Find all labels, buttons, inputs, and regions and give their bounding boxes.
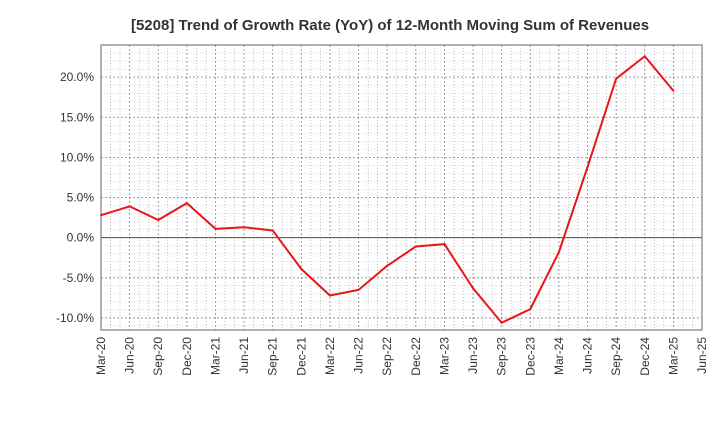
series-lines	[100, 55, 675, 324]
x-tick-label: Jun-23	[466, 337, 480, 374]
x-tick-label: Jun-20	[123, 337, 137, 374]
chart-title: [5208] Trend of Growth Rate (YoY) of 12-…	[131, 17, 649, 34]
data-point	[557, 251, 560, 254]
x-tick-label: Sep-20	[151, 337, 165, 376]
data-point	[157, 219, 160, 222]
x-tick-label: Sep-24	[609, 337, 623, 376]
y-tick-label: 5.0%	[67, 191, 95, 205]
data-point	[271, 229, 274, 232]
x-tick-label: Mar-20	[94, 337, 108, 375]
x-tick-label: Jun-21	[237, 337, 251, 374]
data-point	[529, 308, 532, 311]
y-tick-label: 10.0%	[60, 150, 94, 164]
y-tick-label: 0.0%	[67, 231, 95, 245]
data-point	[300, 267, 303, 270]
x-tick-label: Sep-21	[266, 337, 280, 376]
x-tick-label: Mar-24	[552, 337, 566, 375]
y-tick-label: 20.0%	[60, 70, 94, 84]
y-tick-label: -10.0%	[56, 311, 94, 325]
y-tick-label: 15.0%	[60, 110, 94, 124]
x-tick-label: Mar-22	[323, 337, 337, 375]
x-tick-label: Sep-22	[380, 337, 394, 376]
data-point	[472, 287, 475, 290]
x-tick-label: Dec-24	[638, 337, 652, 376]
data-point	[386, 264, 389, 267]
data-point	[643, 55, 646, 58]
x-tick-label: Mar-21	[208, 337, 222, 375]
data-point	[100, 214, 102, 217]
y-axis: -10.0% -5.0% 0.0% 5.0% 10.0% 15.0% 20.0%	[56, 70, 94, 325]
x-tick-label: Jun-22	[352, 337, 366, 374]
x-tick-label: Dec-23	[523, 337, 537, 376]
data-point	[185, 202, 188, 205]
data-point	[357, 288, 360, 291]
data-point	[328, 294, 331, 297]
y-tick-label: -5.0%	[63, 271, 95, 285]
data-point	[214, 227, 217, 230]
x-tick-label: Jun-24	[581, 337, 595, 374]
x-tick-label: Mar-25	[666, 337, 680, 375]
grid	[101, 45, 702, 330]
data-point	[128, 205, 131, 208]
plot-area	[100, 44, 703, 331]
x-tick-label: Jun-25	[695, 337, 709, 374]
data-point	[414, 245, 417, 248]
data-point	[500, 321, 503, 324]
x-tick-label: Dec-20	[180, 337, 194, 376]
x-tick-label: Mar-23	[437, 337, 451, 375]
x-tick-label: Dec-21	[294, 337, 308, 376]
data-point	[243, 226, 246, 229]
data-point	[615, 77, 618, 80]
x-axis: Mar-20 Jun-20 Sep-20 Dec-20 Mar-21 Jun-21 Sep-…	[94, 337, 709, 376]
x-tick-label: Dec-22	[409, 337, 423, 376]
data-point	[443, 243, 446, 246]
data-point	[672, 89, 675, 92]
x-tick-label: Sep-23	[495, 337, 509, 376]
data-point	[586, 166, 589, 169]
